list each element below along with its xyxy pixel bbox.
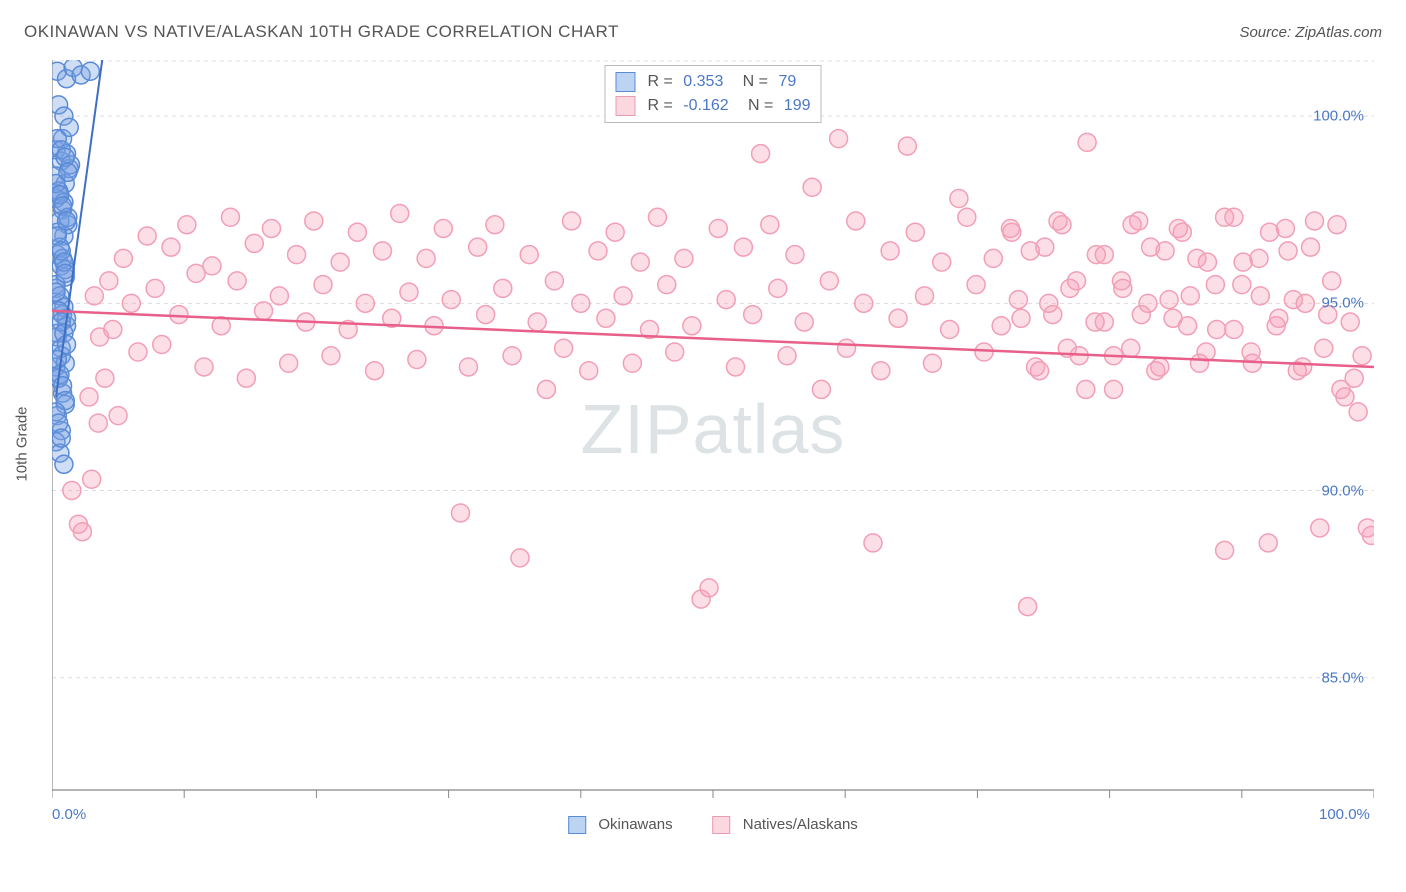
chart-area: 10th Grade 85.0%90.0%95.0%100.0% 0.0%100… xyxy=(52,60,1374,828)
legend-item-okinawans: Okinawans xyxy=(568,816,672,834)
legend-item-natives: Natives/Alaskans xyxy=(713,816,858,834)
legend-row-okinawans: R = 0.353 N = 79 xyxy=(616,70,811,94)
chart-title: OKINAWAN VS NATIVE/ALASKAN 10TH GRADE CO… xyxy=(24,22,619,42)
series-legend: Okinawans Natives/Alaskans xyxy=(568,816,858,834)
swatch-icon xyxy=(713,816,731,834)
swatch-icon xyxy=(616,96,636,116)
correlation-legend: R = 0.353 N = 79 R = -0.162 N = 199 xyxy=(605,65,822,123)
legend-row-natives: R = -0.162 N = 199 xyxy=(616,94,811,118)
swatch-icon xyxy=(616,72,636,92)
swatch-icon xyxy=(568,816,586,834)
scatter-plot-svg xyxy=(52,60,1374,828)
y-axis-label: 10th Grade xyxy=(14,406,31,481)
source-credit: Source: ZipAtlas.com xyxy=(1239,24,1382,41)
